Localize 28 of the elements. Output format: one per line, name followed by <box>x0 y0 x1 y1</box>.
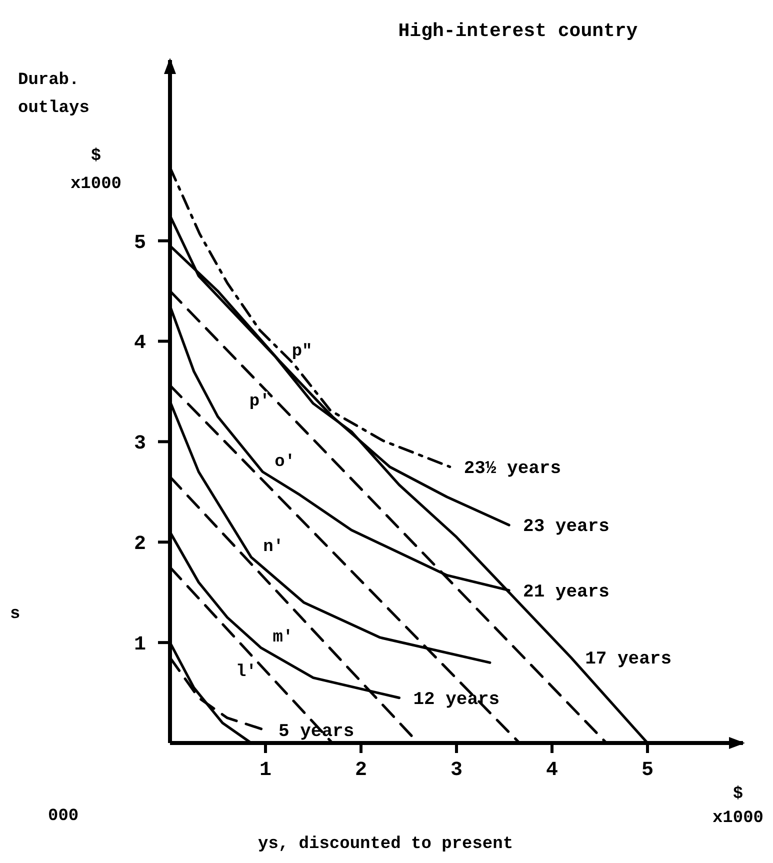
annotation: o' <box>274 452 296 472</box>
series-label: 23½ years <box>464 458 562 479</box>
y-tick-label: 4 <box>134 332 146 356</box>
chart-title: High-interest country <box>398 20 638 42</box>
annotation: n' <box>263 538 284 558</box>
series-label: 21 years <box>523 582 610 602</box>
annotation: p" <box>292 342 312 362</box>
text: ys, discounted to present <box>258 835 514 854</box>
annotation: l' <box>236 663 256 682</box>
series-label: 23 years <box>523 517 610 538</box>
text: s <box>10 605 20 624</box>
y-tick-label: 5 <box>134 232 146 255</box>
x-tick-label: 2 <box>354 759 368 782</box>
y-tick-label: 1 <box>134 634 146 657</box>
annotation: m' <box>272 628 294 648</box>
text: Durab. outlays $ x1000 <box>18 71 122 194</box>
y-tick-label: 2 <box>134 533 146 556</box>
x-axis-title: $ x1000 <box>712 785 764 828</box>
x-tick-label: 3 <box>450 759 463 782</box>
x-tick-label: 4 <box>546 759 558 782</box>
annotation: p' <box>249 392 270 412</box>
series-label: 17 years <box>585 650 672 670</box>
y-tick-label: 3 <box>134 432 146 456</box>
series-label: 12 years <box>413 690 500 710</box>
x-tick-label: 1 <box>259 759 272 782</box>
x-tick-label: 5 <box>641 759 654 782</box>
series-label: 5 years <box>278 722 354 742</box>
text: 000 <box>48 807 79 826</box>
